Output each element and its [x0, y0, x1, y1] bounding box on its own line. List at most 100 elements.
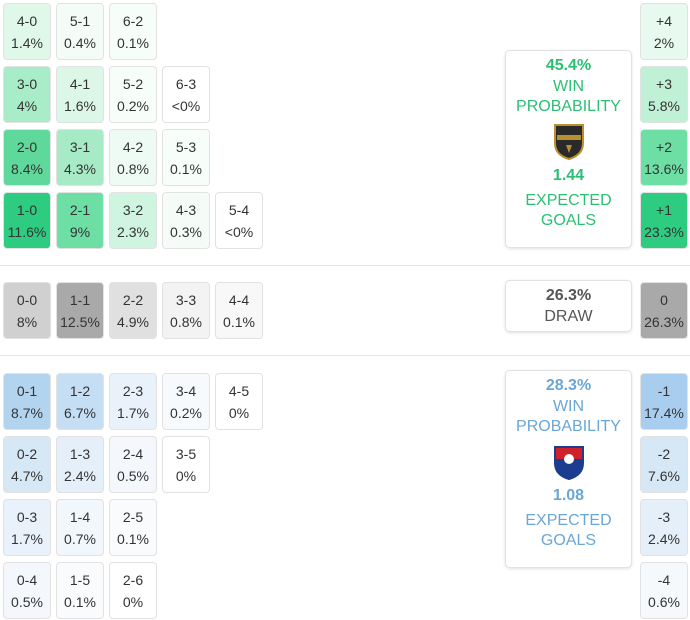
score: 1-4	[69, 508, 91, 525]
probability: 0%	[228, 404, 250, 421]
score: 1-2	[69, 382, 91, 399]
separator	[0, 355, 690, 356]
win-label: WIN PROBABILITY	[516, 78, 621, 115]
score-cell: 4-5 0%	[215, 373, 263, 430]
probability: 0.1%	[223, 313, 255, 330]
score-cell: 0-4 0.5%	[3, 562, 51, 619]
score-cell: 0-3 1.7%	[3, 499, 51, 556]
score-cell: 2-2 4.9%	[109, 282, 157, 339]
score-cell: +3 5.8%	[640, 66, 688, 123]
score: 4-3	[175, 201, 197, 218]
probability: 1.4%	[11, 34, 43, 51]
score-cell: -1 17.4%	[640, 373, 688, 430]
probability: 4.7%	[11, 467, 43, 484]
score: 5-4	[228, 201, 250, 218]
score-cell: 1-4 0.7%	[56, 499, 104, 556]
score-cell: +4 2%	[640, 3, 688, 60]
separator	[0, 265, 690, 266]
score-cell: 0 26.3%	[640, 282, 688, 339]
home-summary: 45.4% WIN PROBABILITY 1.44 EXPECTED GOAL…	[505, 50, 632, 248]
away-summary: 28.3% WIN PROBABILITY 1.08 EXPECTED GOAL…	[505, 370, 632, 568]
score: 3-1	[69, 138, 91, 155]
score: 0	[660, 291, 668, 308]
score: -2	[657, 445, 671, 462]
probability: 0.1%	[117, 530, 149, 547]
score: 4-1	[69, 75, 91, 92]
score-cell: 4-4 0.1%	[215, 282, 263, 339]
score-cell: 2-4 0.5%	[109, 436, 157, 493]
score-cell: 3-1 4.3%	[56, 129, 104, 186]
probability: 8.4%	[11, 160, 43, 177]
score: 1-5	[69, 571, 91, 588]
score-cell: 0-1 8.7%	[3, 373, 51, 430]
probability: 26.3%	[644, 313, 684, 330]
probability: 6.7%	[64, 404, 96, 421]
score: 4-2	[122, 138, 144, 155]
score-cell: 1-0 11.6%	[3, 192, 51, 249]
score-cell: 5-4 <0%	[215, 192, 263, 249]
score-cell: 3-2 2.3%	[109, 192, 157, 249]
probability: 0.1%	[170, 160, 202, 177]
score: 2-2	[122, 291, 144, 308]
score-cell: 2-1 9%	[56, 192, 104, 249]
score-cell: 3-3 0.8%	[162, 282, 210, 339]
probability: 0.7%	[64, 530, 96, 547]
score-cell: 2-6 0%	[109, 562, 157, 619]
probability: 23.3%	[644, 223, 684, 240]
probability: 1.7%	[117, 404, 149, 421]
score-cell: 4-3 0.3%	[162, 192, 210, 249]
score: 2-4	[122, 445, 144, 462]
score: 0-0	[16, 291, 38, 308]
probability: 4.3%	[64, 160, 96, 177]
score: 4-0	[16, 12, 38, 29]
probability: 0.1%	[117, 34, 149, 51]
probability: <0%	[171, 97, 201, 114]
score: 3-2	[122, 201, 144, 218]
score: +2	[656, 138, 672, 155]
probability: <0%	[224, 223, 254, 240]
probability: 0.1%	[64, 593, 96, 610]
score-cell: 6-3 <0%	[162, 66, 210, 123]
score-cell: 1-3 2.4%	[56, 436, 104, 493]
score: 2-5	[122, 508, 144, 525]
probability: 9%	[69, 223, 91, 240]
draw-label: DRAW	[544, 308, 593, 325]
probability: 0%	[175, 467, 197, 484]
probability: 0.3%	[170, 223, 202, 240]
score: 6-2	[122, 12, 144, 29]
probability: 2%	[653, 34, 675, 51]
score-cell: 4-0 1.4%	[3, 3, 51, 60]
score: 5-1	[69, 12, 91, 29]
score-cell: -4 0.6%	[640, 562, 688, 619]
score-cell: 5-3 0.1%	[162, 129, 210, 186]
probability: 1.7%	[11, 530, 43, 547]
score: 1-0	[16, 201, 38, 218]
score-cell: 2-3 1.7%	[109, 373, 157, 430]
probability: 0.6%	[648, 593, 680, 610]
score: -1	[657, 382, 671, 399]
score: 0-4	[16, 571, 38, 588]
expected-goals-label: EXPECTED GOALS	[525, 512, 612, 549]
score-cell: 0-2 4.7%	[3, 436, 51, 493]
score: -4	[657, 571, 671, 588]
probability: 4.9%	[117, 313, 149, 330]
score: 1-1	[69, 291, 91, 308]
probability: 0.5%	[117, 467, 149, 484]
score: 0-3	[16, 508, 38, 525]
score: 3-4	[175, 382, 197, 399]
probability: 0%	[122, 593, 144, 610]
probability: 0.4%	[64, 34, 96, 51]
probability: 0.8%	[170, 313, 202, 330]
probability: 1.6%	[64, 97, 96, 114]
probability: 7.6%	[648, 467, 680, 484]
score: 3-0	[16, 75, 38, 92]
score: 2-1	[69, 201, 91, 218]
expected-goals: 1.08	[552, 487, 585, 504]
score-cell: 2-0 8.4%	[3, 129, 51, 186]
probability: 2.3%	[117, 223, 149, 240]
score-cell: 4-2 0.8%	[109, 129, 157, 186]
score: 0-1	[16, 382, 38, 399]
score: +3	[656, 75, 672, 92]
score-cell: -3 2.4%	[640, 499, 688, 556]
score: 2-0	[16, 138, 38, 155]
